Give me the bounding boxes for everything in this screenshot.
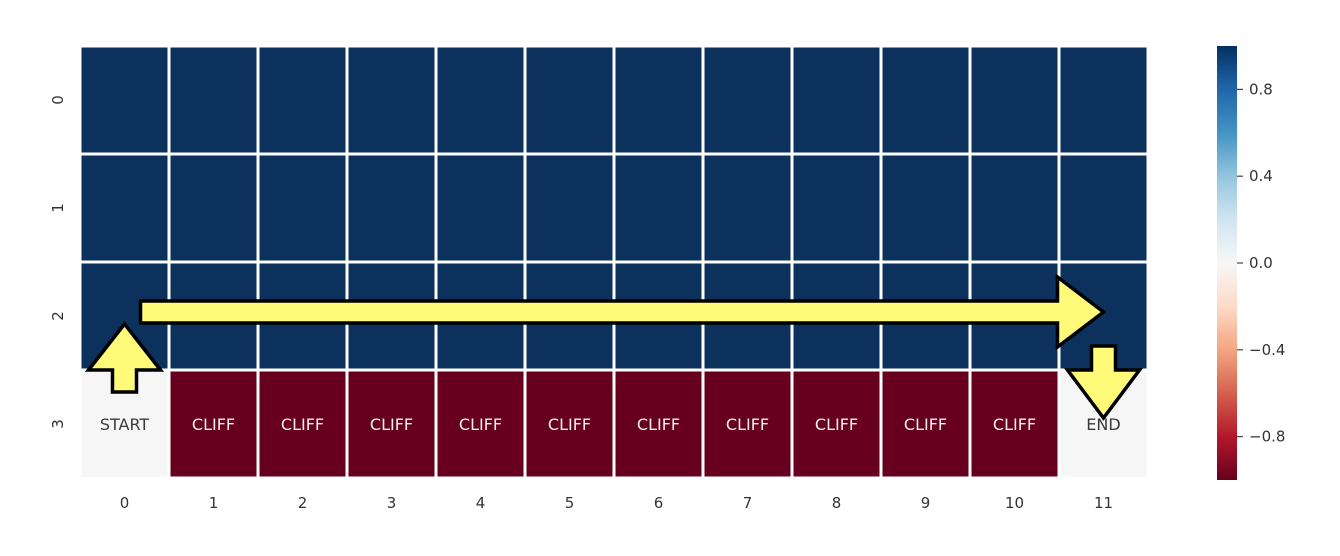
y-tick-label-3: 3 xyxy=(49,419,67,429)
heatmap-cell-r3-c7 xyxy=(701,368,794,480)
colorbar: 0.8 0.4 0.0 −0.4 −0.8 xyxy=(1217,46,1285,480)
heatmap-cell-r0-c9 xyxy=(879,44,972,156)
heatmap-cell-r1-c10 xyxy=(968,152,1061,264)
heatmap-cell-r1-c4 xyxy=(434,152,527,264)
heatmap-cell-r1-c6 xyxy=(612,152,705,264)
heatmap-cell-r1-c1 xyxy=(167,152,260,264)
cell-label-r3-c3: CLIFF xyxy=(370,415,413,434)
heatmap-cell-r1-c11 xyxy=(1057,152,1150,264)
cell-label-r3-c5: CLIFF xyxy=(548,415,591,434)
x-tick-label-9: 9 xyxy=(921,494,931,512)
colorbar-ticks: 0.8 0.4 0.0 −0.4 −0.8 xyxy=(1237,80,1285,446)
heatmap-cell-r3-c9 xyxy=(879,368,972,480)
heatmap-cell-r0-c3 xyxy=(345,44,438,156)
path-arrow-right-1 xyxy=(138,273,1107,351)
path-arrow-down-2 xyxy=(1064,344,1143,421)
x-axis-ticks: 0 1 2 3 4 5 6 7 8 9 10 11 xyxy=(120,494,1113,512)
heatmap-cell-r0-c11 xyxy=(1057,44,1150,156)
cell-label-r3-c10: CLIFF xyxy=(993,415,1036,434)
heatmap-cell-r3-c4 xyxy=(434,368,527,480)
cell-label-r3-c6: CLIFF xyxy=(637,415,680,434)
y-axis-ticks: 0 1 2 3 xyxy=(49,95,67,429)
colorbar-tick-label-1: 0.4 xyxy=(1249,167,1273,185)
x-tick-label-6: 6 xyxy=(654,494,664,512)
heatmap-cell-labels: START CLIFF CLIFF CLIFF CLIFF CLIFF CLIFF CLIFF… xyxy=(100,415,1121,434)
colorbar-tick-label-3: −0.4 xyxy=(1249,341,1285,359)
y-tick-label-1: 1 xyxy=(49,203,67,213)
heatmap-cell-r3-c8 xyxy=(790,368,883,480)
cell-label-r3-c1: CLIFF xyxy=(192,415,235,434)
heatmap-cells xyxy=(78,44,1150,480)
heatmap-cell-r0-c0 xyxy=(78,44,171,156)
colorbar-tick-label-0: 0.8 xyxy=(1249,80,1273,98)
heatmap-cell-r0-c2 xyxy=(256,44,349,156)
heatmap-cell-r3-c1 xyxy=(167,368,260,480)
heatmap-cell-r0-c6 xyxy=(612,44,705,156)
heatmap-cell-r3-c6 xyxy=(612,368,705,480)
x-tick-label-1: 1 xyxy=(209,494,219,512)
colorbar-gradient xyxy=(1217,46,1237,480)
cell-label-r3-c7: CLIFF xyxy=(726,415,769,434)
x-tick-label-3: 3 xyxy=(387,494,397,512)
cell-label-r3-c11: END xyxy=(1086,415,1120,434)
heatmap-cell-r0-c4 xyxy=(434,44,527,156)
colorbar-tick-label-4: −0.8 xyxy=(1249,428,1285,446)
heatmap-cell-r1-c7 xyxy=(701,152,794,264)
x-tick-label-10: 10 xyxy=(1005,494,1024,512)
heatmap-cell-r3-c3 xyxy=(345,368,438,480)
heatmap-cell-r1-c0 xyxy=(78,152,171,264)
heatmap-cell-r3-c0 xyxy=(78,368,171,480)
colorbar-tick-label-2: 0.0 xyxy=(1249,254,1273,272)
cell-label-r3-c4: CLIFF xyxy=(459,415,502,434)
heatmap-cell-r0-c7 xyxy=(701,44,794,156)
x-tick-label-8: 8 xyxy=(832,494,842,512)
cell-label-r3-c9: CLIFF xyxy=(904,415,947,434)
heatmap-cell-r1-c9 xyxy=(879,152,972,264)
x-tick-label-2: 2 xyxy=(298,494,308,512)
y-tick-label-0: 0 xyxy=(49,95,67,105)
heatmap-cell-r0-c1 xyxy=(167,44,260,156)
x-tick-label-7: 7 xyxy=(743,494,753,512)
heatmap-cell-r0-c8 xyxy=(790,44,883,156)
heatmap-cell-r0-c10 xyxy=(968,44,1061,156)
y-tick-label-2: 2 xyxy=(49,311,67,321)
x-tick-label-4: 4 xyxy=(476,494,486,512)
path-overlay-arrows xyxy=(84,273,1143,421)
x-tick-label-5: 5 xyxy=(565,494,575,512)
heatmap-cell-r1-c2 xyxy=(256,152,349,264)
heatmap-cell-r1-c5 xyxy=(523,152,616,264)
heatmap-cell-r3-c10 xyxy=(968,368,1061,480)
heatmap-cell-r1-c8 xyxy=(790,152,883,264)
cell-label-r3-c2: CLIFF xyxy=(281,415,324,434)
cell-label-r3-c8: CLIFF xyxy=(815,415,858,434)
heatmap-cell-r0-c5 xyxy=(523,44,616,156)
cell-label-r3-c0: START xyxy=(100,415,150,434)
path-arrow-up-0 xyxy=(84,321,165,394)
x-tick-label-0: 0 xyxy=(120,494,130,512)
x-tick-label-11: 11 xyxy=(1094,494,1113,512)
heatmap-cell-r1-c3 xyxy=(345,152,438,264)
